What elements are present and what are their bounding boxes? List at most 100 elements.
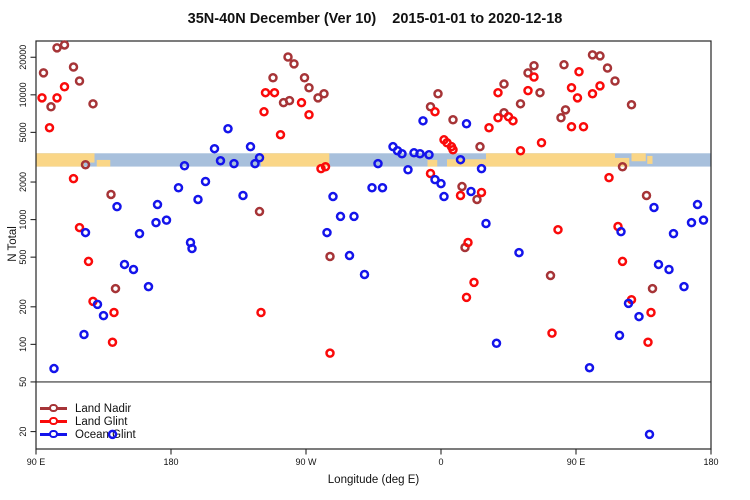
data-point-land-glint	[643, 337, 653, 347]
y-tick-label: 10000	[18, 82, 28, 107]
data-point-land-nadir	[448, 115, 458, 125]
data-point-land-glint	[425, 168, 436, 179]
data-point-ocean-glint	[215, 156, 226, 166]
data-point-ocean-glint	[128, 264, 139, 275]
data-point-land-glint	[646, 307, 656, 318]
data-point-land-nadir	[475, 141, 485, 152]
data-point-ocean-glint	[664, 264, 674, 275]
map-band-land-segment	[647, 155, 653, 164]
legend-ring	[49, 429, 58, 438]
y-tick-label: 20000	[18, 45, 28, 70]
data-point-land-nadir	[425, 102, 436, 112]
data-point-ocean-glint	[187, 243, 197, 254]
data-point-land-nadir	[499, 108, 509, 118]
data-point-ocean-glint	[476, 163, 487, 174]
data-point-ocean-glint	[481, 218, 491, 229]
data-point-land-glint	[523, 85, 533, 96]
data-point-ocean-glint	[223, 123, 233, 134]
data-point-land-nadir	[560, 105, 571, 115]
map-band-land-segment	[486, 153, 615, 167]
data-point-ocean-glint	[409, 148, 419, 158]
data-point-land-glint	[304, 110, 314, 120]
data-point-land-glint	[493, 112, 503, 123]
legend-label: Ocean Glint	[75, 428, 136, 441]
data-point-ocean-glint	[436, 178, 446, 189]
legend-ring	[49, 416, 58, 425]
data-point-land-nadir	[106, 189, 116, 200]
data-point-land-nadir	[284, 95, 295, 106]
data-point-ocean-glint	[173, 182, 184, 193]
data-point-land-nadir	[433, 88, 443, 99]
data-point-ocean-glint	[491, 338, 502, 349]
x-tick-label: 90 W	[295, 457, 317, 467]
data-point-ocean-glint	[209, 143, 220, 154]
land-nadir-marker-icon	[40, 403, 67, 414]
data-point-land-glint	[44, 122, 55, 133]
data-point-land-nadir	[304, 82, 314, 93]
data-point-ocean-glint	[344, 250, 355, 261]
x-axis-label: Longitude (deg E)	[327, 474, 420, 486]
data-point-land-nadir	[587, 50, 598, 60]
data-point-land-nadir	[299, 73, 310, 83]
data-point-land-nadir	[499, 79, 509, 89]
map-band-land-segment	[261, 153, 330, 167]
data-point-land-nadir	[515, 99, 526, 109]
data-point-ocean-glint	[134, 228, 145, 239]
data-point-ocean-glint	[649, 202, 659, 213]
data-point-ocean-glint	[698, 215, 709, 225]
data-point-land-glint	[260, 87, 271, 98]
y-tick-label: 50	[18, 377, 28, 387]
data-point-land-nadir	[472, 194, 482, 205]
data-point-land-glint	[430, 107, 440, 117]
data-point-land-nadir	[457, 181, 467, 192]
data-point-ocean-glint	[359, 269, 370, 280]
data-point-ocean-glint	[439, 191, 449, 202]
data-point-ocean-glint	[616, 226, 626, 237]
legend-item-land-glint: Land Glint	[40, 415, 136, 428]
data-point-land-glint	[503, 112, 514, 122]
data-point-ocean-glint	[143, 281, 154, 292]
legend-label: Land Nadir	[75, 402, 132, 415]
data-point-ocean-glint	[424, 149, 434, 160]
data-point-ocean-glint	[79, 329, 89, 340]
data-point-land-nadir	[68, 62, 79, 72]
land-glint-marker-icon	[40, 416, 67, 427]
map-band-land-segment	[96, 159, 111, 167]
data-point-land-nadir	[88, 99, 98, 109]
data-point-land-glint	[536, 137, 547, 148]
data-point-land-nadir	[59, 40, 70, 50]
data-point-ocean-glint	[584, 362, 595, 373]
data-point-ocean-glint	[388, 141, 398, 152]
data-point-ocean-glint	[367, 182, 377, 193]
data-point-land-glint	[256, 307, 266, 318]
data-point-land-nadir	[626, 100, 637, 110]
data-point-land-glint	[617, 256, 628, 267]
data-point-ocean-glint	[335, 211, 346, 222]
data-point-land-glint	[484, 122, 494, 133]
data-point-land-nadir	[313, 93, 323, 103]
data-point-land-nadir	[545, 270, 556, 281]
data-point-land-nadir	[523, 68, 533, 78]
data-point-ocean-glint	[653, 259, 664, 270]
data-point-ocean-glint	[403, 164, 413, 175]
data-point-ocean-glint	[461, 119, 472, 129]
data-point-ocean-glint	[92, 299, 103, 310]
ocean-glint-marker-icon	[40, 429, 67, 440]
data-point-land-glint	[59, 82, 70, 92]
data-point-land-glint	[109, 307, 119, 318]
data-point-land-nadir	[80, 160, 91, 170]
y-axis-label: N Total	[7, 226, 19, 262]
data-point-land-nadir	[319, 88, 329, 99]
data-point-ocean-glint	[614, 330, 625, 341]
data-point-ocean-glint	[692, 199, 703, 210]
data-point-land-nadir	[647, 283, 658, 294]
data-point-ocean-glint	[238, 190, 248, 201]
x-tick-label: 90 E	[27, 457, 46, 467]
data-point-land-nadir	[268, 73, 278, 83]
x-tick-label: 180	[703, 457, 718, 467]
data-point-ocean-glint	[623, 298, 634, 309]
data-point-ocean-glint	[254, 153, 265, 163]
data-point-ocean-glint	[644, 429, 655, 440]
data-point-ocean-glint	[250, 158, 260, 169]
